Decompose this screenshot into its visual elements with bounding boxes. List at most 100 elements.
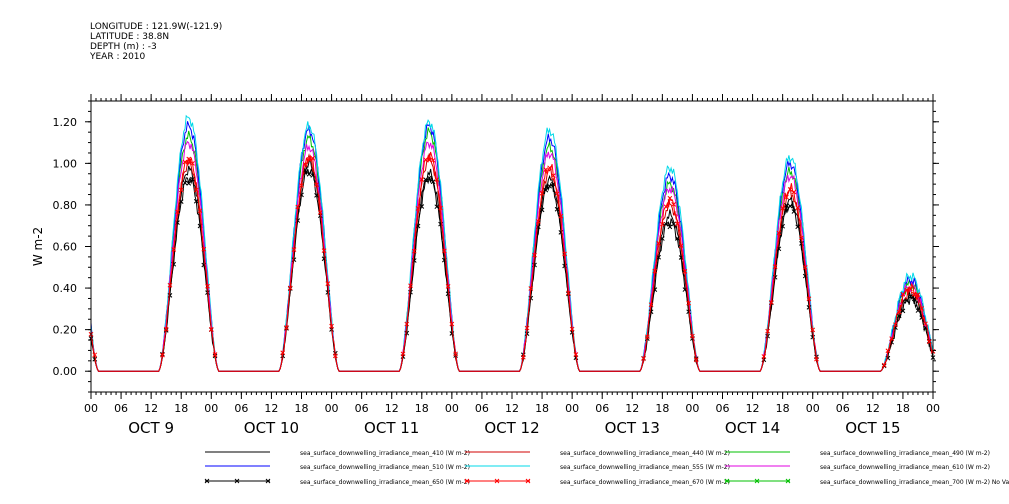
- legend-marker: [265, 478, 271, 484]
- series-marker: [791, 209, 797, 214]
- series-marker: [656, 240, 661, 246]
- legend-label: sea_surface_downwelling_irradiance_mean_…: [820, 464, 990, 471]
- series-marker: [550, 181, 556, 187]
- series-marker: [776, 230, 782, 236]
- legend-marker: [494, 478, 500, 484]
- day-label: OCT 15: [845, 419, 900, 437]
- series-marker: [175, 209, 180, 215]
- series-marker: [761, 354, 767, 359]
- series-marker: [675, 236, 680, 241]
- series-marker: [671, 221, 676, 227]
- series-marker: [814, 356, 819, 362]
- x-tick-label: 00: [685, 402, 699, 415]
- series-marker: [543, 167, 549, 172]
- y-tick-label: 0.80: [53, 199, 78, 212]
- series-line: [90, 127, 934, 372]
- x-tick-label: 12: [866, 402, 880, 415]
- series-marker: [160, 352, 165, 358]
- y-tick-label: 0.60: [53, 241, 78, 254]
- series-marker: [423, 157, 428, 163]
- year-label: YEAR : 2010: [90, 52, 146, 62]
- series-marker: [923, 321, 928, 327]
- day-label: OCT 10: [244, 419, 299, 437]
- series-marker: [287, 285, 293, 291]
- y-tick-label: 0.00: [53, 365, 78, 378]
- series-marker: [329, 323, 334, 329]
- series-layer: [88, 114, 936, 372]
- legend-label: sea_surface_downwelling_irradiance_mean_…: [820, 450, 990, 457]
- series-marker: [810, 327, 816, 333]
- x-tick-label: 00: [325, 402, 339, 415]
- series-marker: [449, 321, 455, 327]
- series-marker: [686, 309, 692, 315]
- series-marker: [419, 204, 425, 209]
- plot-frame: [90, 100, 934, 393]
- series-marker: [547, 183, 552, 189]
- series-marker: [186, 181, 192, 186]
- series-marker: [306, 157, 312, 162]
- series-marker: [558, 213, 564, 219]
- series-marker: [769, 299, 774, 305]
- day-label: OCT 13: [605, 419, 660, 437]
- series-marker: [671, 202, 676, 207]
- legend-label: sea_surface_downwelling_irradiance_mean_…: [560, 464, 730, 471]
- x-tick-label: 06: [355, 402, 369, 415]
- series-marker: [193, 187, 199, 193]
- y-tick-label: 0.40: [53, 282, 78, 295]
- legend-marker: [234, 478, 240, 484]
- series-marker: [524, 331, 530, 337]
- legend: sea_surface_downwelling_irradiance_mean_…: [204, 450, 1009, 486]
- series-marker: [911, 291, 917, 297]
- series-marker: [302, 161, 308, 167]
- series-marker: [190, 161, 195, 166]
- series-marker: [791, 189, 797, 195]
- series-marker: [186, 156, 192, 162]
- series-marker: [167, 282, 173, 288]
- series-marker: [92, 356, 98, 362]
- series-marker: [896, 313, 902, 319]
- series-marker: [430, 157, 436, 163]
- series-marker: [423, 177, 428, 182]
- series-marker: [438, 205, 443, 211]
- series-marker: [787, 187, 793, 192]
- legend-marker: [464, 478, 470, 484]
- series-marker: [310, 155, 316, 161]
- series-marker: [908, 293, 913, 299]
- legend-label: sea_surface_downwelling_irradiance_mean_…: [300, 479, 470, 486]
- series-marker: [682, 287, 688, 292]
- series-marker: [641, 356, 646, 361]
- series-marker: [675, 221, 680, 227]
- series-marker: [539, 207, 545, 213]
- series-marker: [915, 292, 921, 297]
- x-tick-label: 06: [595, 402, 609, 415]
- series-marker: [900, 291, 906, 297]
- series-marker: [889, 336, 895, 342]
- series-marker: [532, 252, 537, 258]
- x-tick-label: 12: [746, 402, 760, 415]
- series-marker: [554, 191, 560, 197]
- series-marker: [780, 223, 785, 229]
- legend-marker: [204, 478, 210, 484]
- series-marker: [291, 247, 297, 252]
- series-marker: [434, 204, 440, 210]
- series-marker: [415, 206, 421, 211]
- series-marker: [911, 296, 917, 302]
- series-marker: [682, 269, 688, 274]
- series-marker: [325, 281, 331, 287]
- series-marker: [535, 218, 541, 224]
- y-tick-label: 1.20: [53, 116, 78, 129]
- series-marker: [663, 221, 669, 227]
- longitude-label: LONGITUDE : 121.9W(-121.9): [90, 22, 223, 32]
- x-tick-label: 18: [896, 402, 910, 415]
- series-marker: [284, 325, 289, 330]
- day-label: OCT 14: [725, 419, 780, 437]
- day-label: OCT 9: [128, 419, 174, 437]
- series-marker: [171, 247, 177, 252]
- series-marker: [562, 251, 567, 257]
- series-marker: [193, 198, 199, 204]
- series-marker: [573, 352, 579, 357]
- legend-marker: [724, 478, 730, 484]
- legend-marker: [525, 478, 531, 484]
- series-marker: [660, 221, 665, 227]
- series-marker: [663, 204, 669, 210]
